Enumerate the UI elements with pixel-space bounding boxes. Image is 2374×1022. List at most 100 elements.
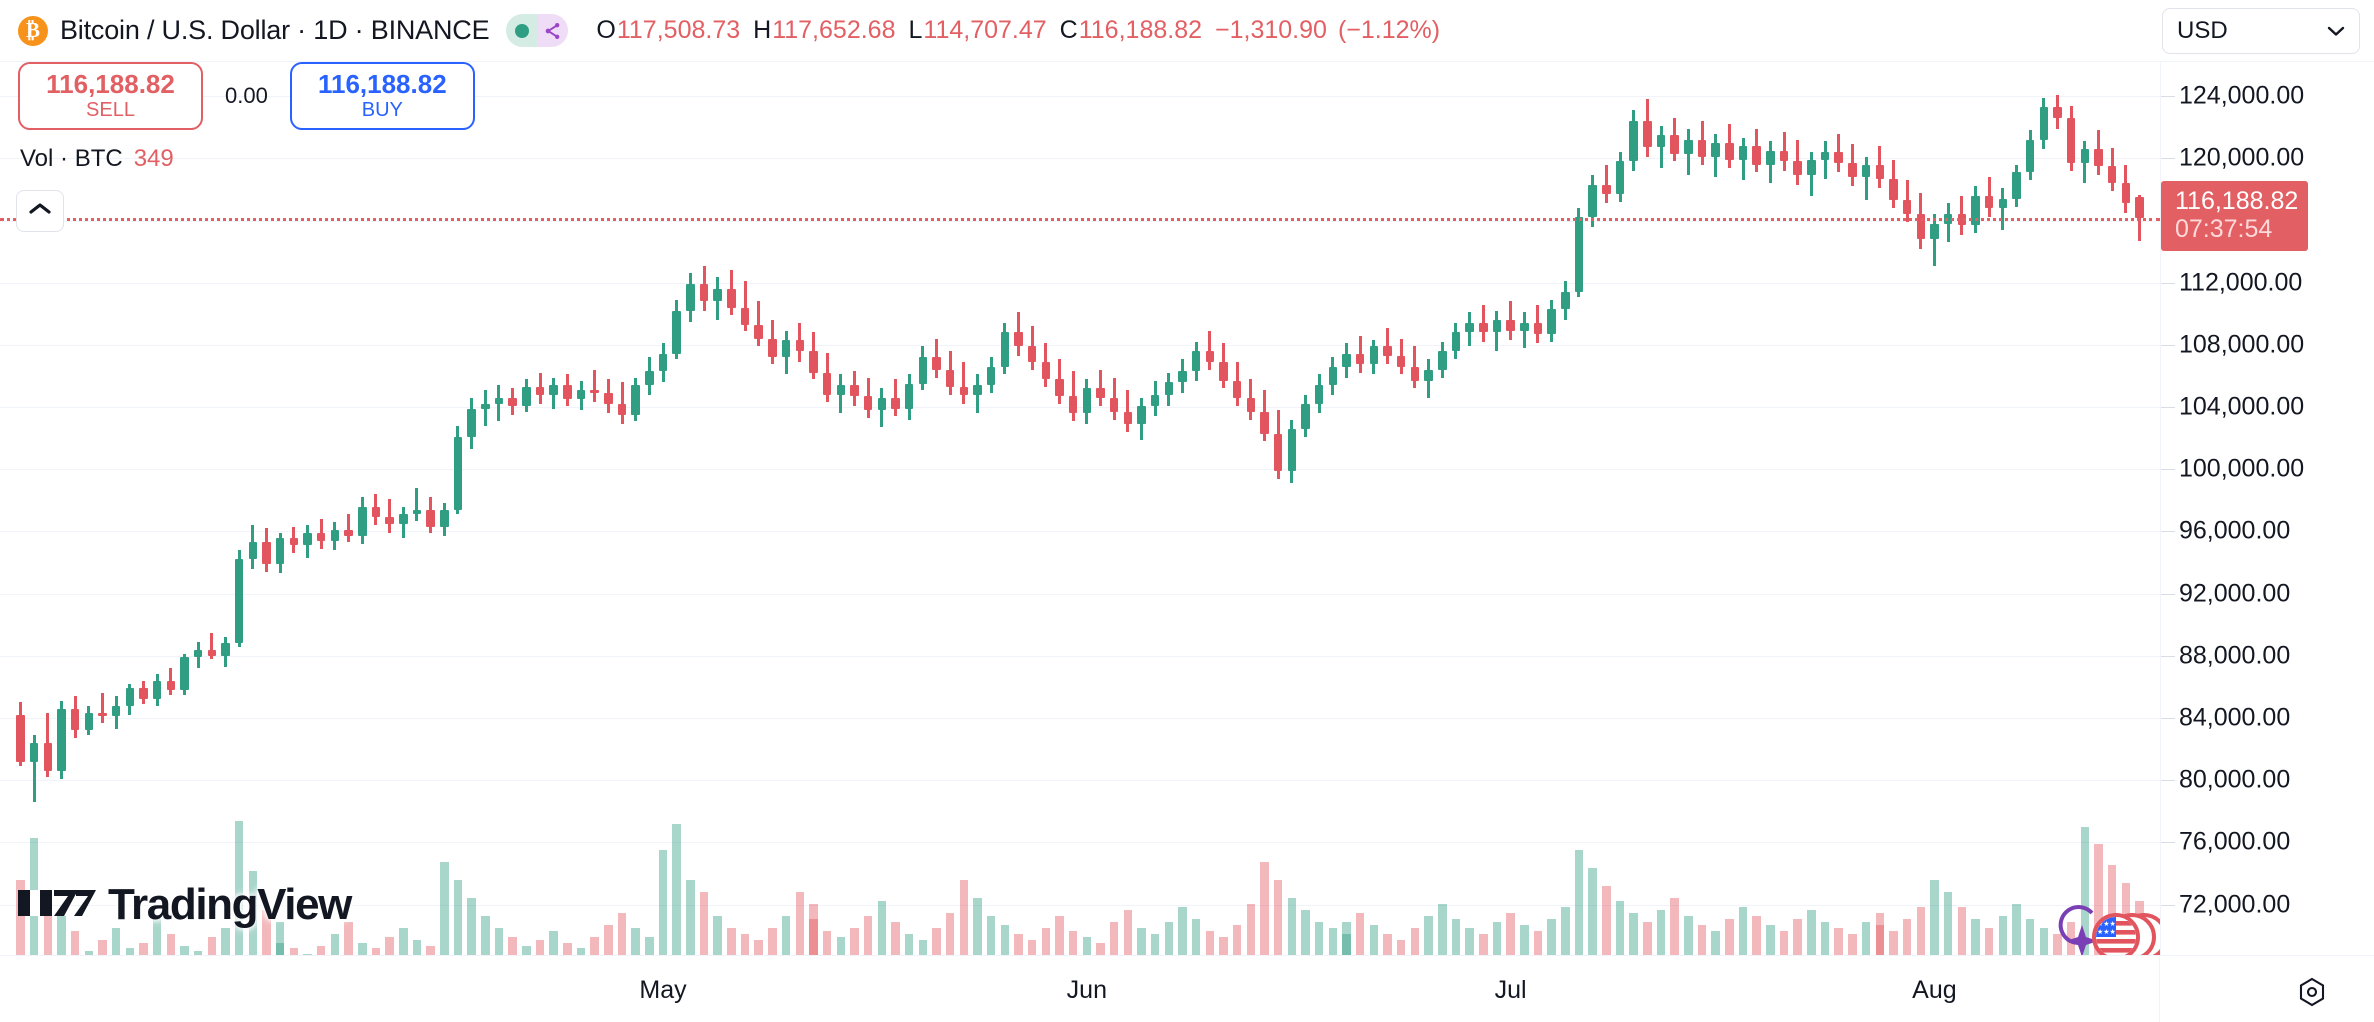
candle-body [1861, 164, 1871, 178]
candle-wick [1208, 330, 1212, 370]
volume-bar [1356, 912, 1365, 955]
time-axis[interactable]: May Jun Jul Aug [0, 955, 2374, 1022]
candle-body [686, 284, 695, 311]
buy-button[interactable]: 116,188.82 BUY [289, 62, 475, 130]
candle-body [986, 366, 996, 386]
candle-body [1383, 346, 1392, 356]
currency-selected-label: USD [2177, 17, 2228, 44]
candle-body [795, 340, 804, 352]
volume-bar [2080, 826, 2090, 955]
price-tick-dash [2161, 593, 2175, 595]
volume-bar [139, 942, 148, 955]
candle-body [1260, 411, 1269, 434]
candle-body [1738, 145, 1748, 160]
candle-body [973, 385, 982, 395]
symbol-title[interactable]: Bitcoin / U.S. Dollar · 1D · BINANCE [60, 15, 490, 45]
volume-bar [426, 945, 435, 955]
volume-bar [1943, 891, 1953, 955]
candle-body [57, 708, 66, 771]
settings-gear-icon[interactable] [2292, 972, 2332, 1012]
candle-body [727, 288, 736, 308]
candle-body [1109, 397, 1119, 412]
volume-bar [1752, 915, 1761, 955]
volume-bar [1520, 924, 1529, 955]
candle-body [29, 742, 39, 762]
candle-body [84, 713, 94, 731]
market-open-dot-icon[interactable] [506, 14, 538, 47]
volume-bar [1109, 921, 1119, 955]
candle-body [1479, 323, 1488, 333]
volume-bar [768, 927, 777, 955]
candle-wick [415, 487, 419, 521]
volume-bar [248, 871, 258, 955]
candle-body [1711, 142, 1720, 157]
price-tick-dash [2161, 469, 2175, 471]
candle-body [2080, 149, 2090, 164]
decorative-sticker: ★★★ ★★★ [2058, 895, 2168, 967]
chart-plot-area[interactable] [0, 62, 2160, 955]
volume-bar [1055, 915, 1064, 955]
volume-bar [1656, 909, 1666, 955]
candle-body [1779, 150, 1789, 162]
volume-bar [43, 891, 53, 955]
price-axis-tick-label: 80,000.00 [2179, 765, 2291, 794]
volume-bar [1273, 880, 1283, 955]
candle-wick [1099, 369, 1102, 406]
volume-bar [440, 862, 449, 955]
price-axis[interactable]: 124,000.00 120,000.00 112,000.00 108,000.00… [2113, 62, 2374, 996]
candle-body [289, 537, 299, 546]
candle-body [1875, 164, 1884, 179]
candle-body [2135, 197, 2144, 218]
volume-legend-value: 349 [133, 145, 174, 172]
candle-body [1506, 320, 1515, 331]
volume-legend[interactable]: Vol · BTC 349 [20, 145, 174, 173]
low-value: 114,707.47 [923, 16, 1047, 44]
grid-line [0, 469, 2160, 471]
grid-line [0, 282, 2160, 284]
collapse-legend-button[interactable] [16, 190, 64, 232]
time-axis-tick-label: May [639, 976, 687, 1004]
price-axis-tick-label: 76,000.00 [2179, 827, 2291, 856]
volume-bar [371, 948, 381, 955]
volume-bar [1000, 924, 1010, 955]
candle-body [1273, 433, 1283, 471]
status-indicator-group[interactable] [506, 14, 569, 47]
candle-wick [893, 379, 897, 417]
volume-bar [1205, 930, 1215, 955]
sell-button[interactable]: 116,188.82 SELL [18, 62, 203, 130]
candle-body [932, 357, 941, 370]
candle-body [1178, 371, 1187, 383]
volume-bar [1506, 912, 1515, 955]
price-axis-tick-label: 124,000.00 [2179, 81, 2305, 110]
candle-body [317, 533, 326, 541]
volume-bar [1342, 921, 1351, 955]
candle-body [1492, 320, 1502, 333]
volume-bar [1807, 909, 1816, 955]
volume-bar [1875, 912, 1884, 955]
volume-bar [576, 948, 586, 955]
candle-wick [1126, 390, 1130, 432]
volume-bar [1533, 930, 1543, 955]
volume-bar [1369, 924, 1379, 955]
volume-bar [2039, 927, 2049, 955]
candle-body [1451, 332, 1461, 352]
candle-body [1000, 332, 1010, 367]
volume-bar [522, 945, 531, 955]
volume-bar [1766, 924, 1775, 955]
volume-bar [467, 897, 476, 955]
volume-bar [262, 909, 271, 955]
volume-bar [850, 927, 859, 955]
share-nodes-icon[interactable] [537, 14, 569, 47]
candle-body [426, 509, 435, 527]
candle-body [1356, 354, 1365, 364]
price-tick-dash [2161, 842, 2175, 844]
currency-select[interactable]: USD [2162, 8, 2360, 54]
volume-bar [1588, 868, 1597, 955]
axis-divider [2159, 956, 2160, 1022]
candle-body [1902, 200, 1912, 215]
candle-body [2039, 107, 2049, 140]
volume-bar [781, 915, 791, 955]
candle-body [563, 385, 572, 400]
volume-bar [1957, 906, 1966, 955]
